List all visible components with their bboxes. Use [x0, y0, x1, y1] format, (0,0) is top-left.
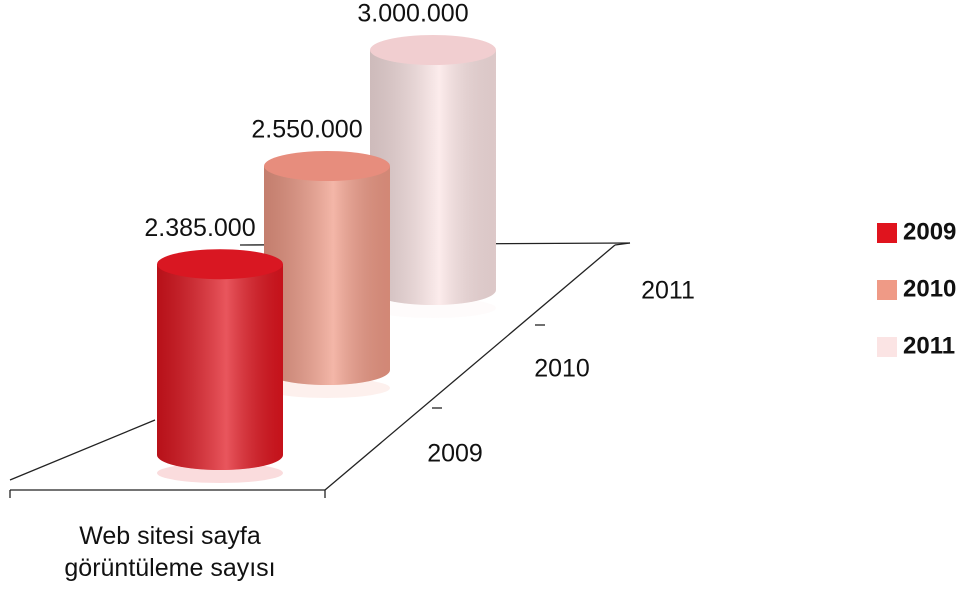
data-label: 2.550.000: [251, 116, 362, 144]
depth-label: 2010: [534, 355, 590, 383]
cylinder-shade: [157, 264, 283, 470]
cylinder: [157, 249, 283, 483]
cylinder: [370, 35, 496, 318]
legend-label: 2009: [903, 218, 956, 245]
depth-label: 2009: [427, 440, 483, 468]
cylinder-top-tint: [157, 249, 283, 280]
cylinder-shade: [370, 50, 496, 305]
cylinder-top-tint: [264, 151, 390, 181]
cylinder: [264, 151, 390, 398]
cylinder-reflection: [157, 463, 283, 483]
cylinder-top: [157, 249, 283, 280]
cylinder-top-tint: [370, 35, 496, 65]
cylinder-top: [264, 151, 390, 181]
legend-swatch: [877, 280, 897, 300]
data-label: 2.385.000: [144, 214, 255, 242]
legend-label: 2011: [903, 332, 955, 359]
cylinder-reflection: [264, 378, 390, 398]
legend-label: 2010: [903, 275, 956, 302]
cylinder-shade: [264, 166, 390, 385]
cylinder-top: [370, 35, 496, 65]
legend-swatch: [877, 337, 897, 357]
legend-swatch: [877, 223, 897, 243]
category-label: Web sitesi sayfa görüntüleme sayısı: [64, 522, 276, 582]
data-label: 3.000.000: [357, 0, 468, 28]
cylinder-reflection: [370, 298, 496, 318]
depth-label: 2011: [641, 277, 695, 305]
